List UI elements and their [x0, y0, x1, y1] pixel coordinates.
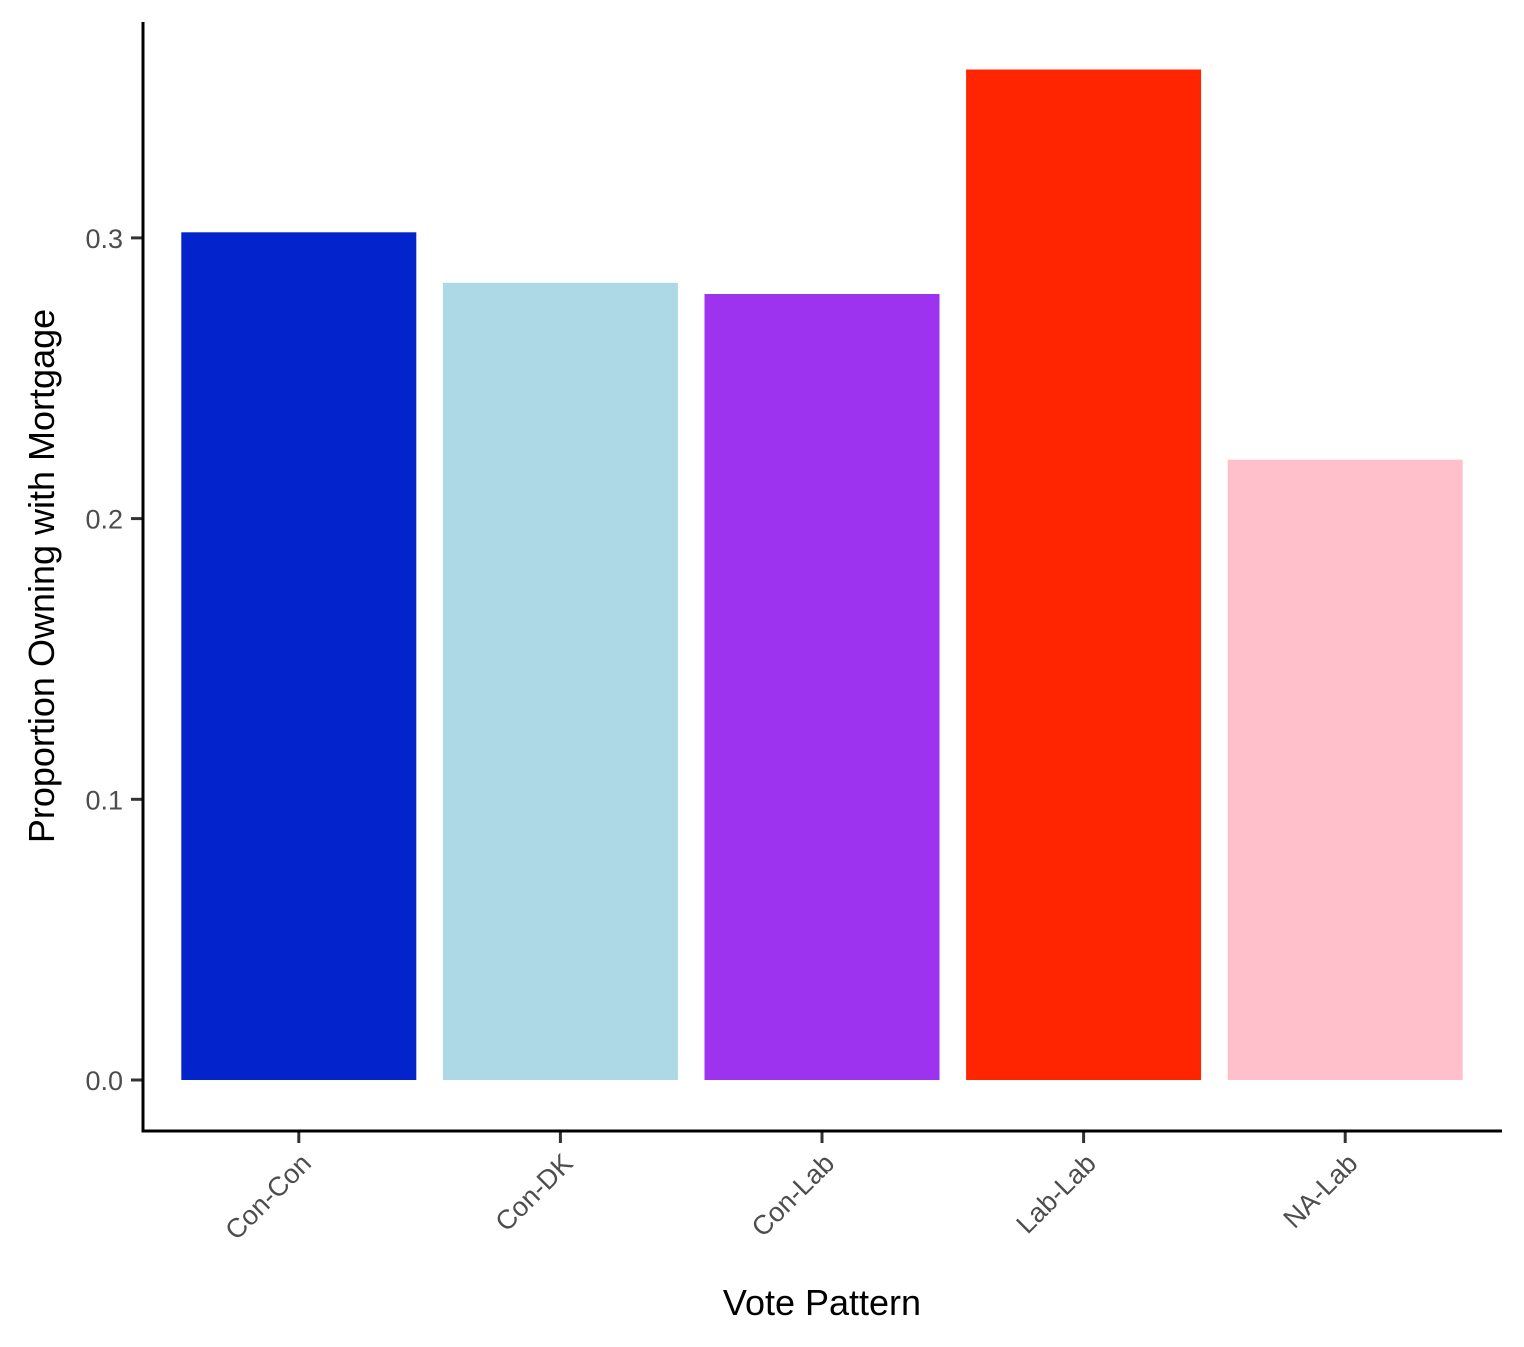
- x-axis-title: Vote Pattern: [723, 1282, 921, 1323]
- y-axis-title: Proportion Owning with Mortgage: [21, 309, 62, 843]
- x-tick-label: Con-Con: [219, 1148, 317, 1246]
- y-tick-label: 0.3: [85, 224, 123, 254]
- x-tick-label: Con-DK: [490, 1148, 579, 1237]
- bar-na-lab: [1227, 459, 1463, 1080]
- bars-group: [181, 69, 1463, 1081]
- y-tick-label: 0.1: [85, 785, 123, 815]
- x-axis-ticks: Con-Con Con-DK Con-Lab Lab-Lab NA-Lab: [219, 1131, 1363, 1246]
- bar-con-dk: [442, 282, 678, 1080]
- x-tick-label: Lab-Lab: [1011, 1148, 1102, 1239]
- bar-lab-lab: [966, 69, 1202, 1080]
- x-tick-label: Con-Lab: [746, 1148, 840, 1242]
- bar-con-con: [181, 232, 417, 1081]
- y-axis-ticks: 0.0 0.1 0.2 0.3: [85, 224, 143, 1096]
- bar-con-lab: [704, 294, 940, 1080]
- y-tick-label: 0.2: [85, 505, 123, 535]
- x-tick-label: NA-Lab: [1277, 1148, 1363, 1234]
- y-tick-label: 0.0: [85, 1066, 123, 1096]
